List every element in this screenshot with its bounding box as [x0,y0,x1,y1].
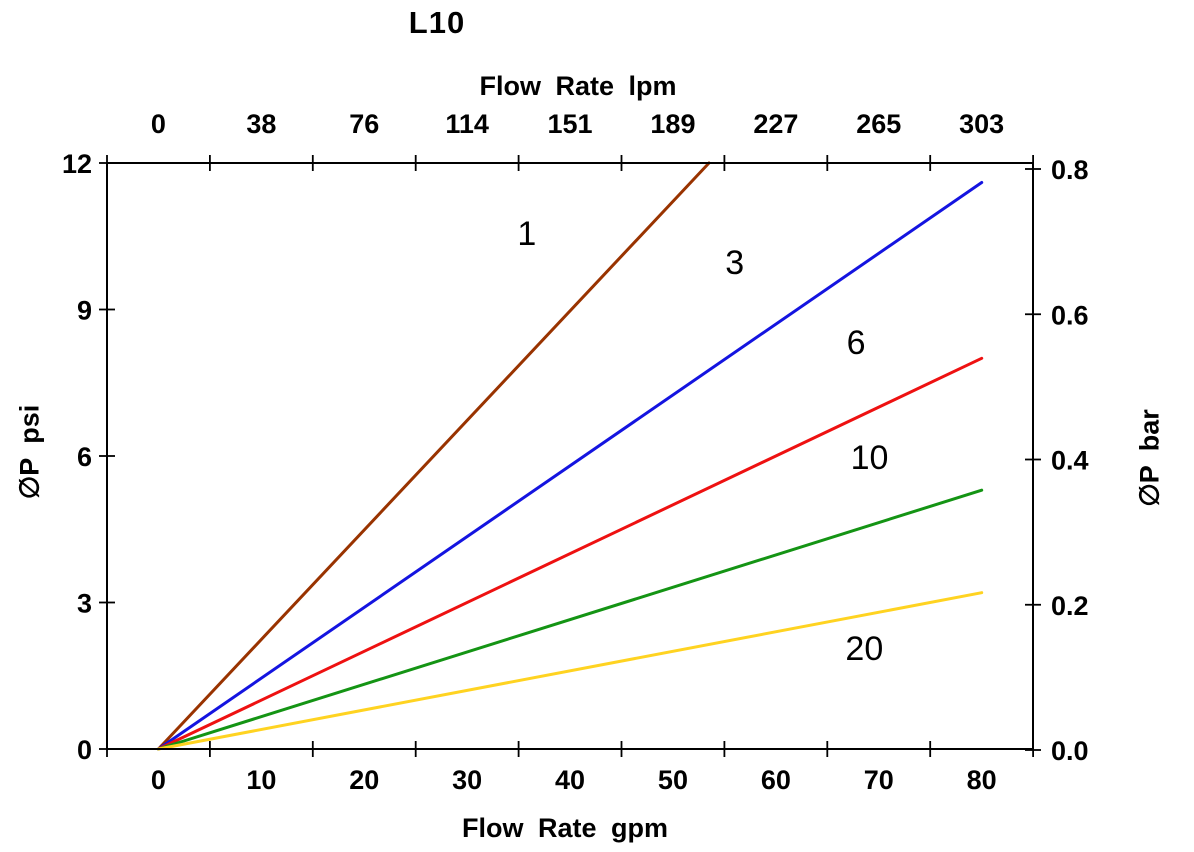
x-axis-bottom-title: Flow Rate gpm [461,813,669,843]
x-bottom-tick-label: 50 [658,765,688,795]
series-line-3 [156,181,984,751]
y-right-tick-label: 0.6 [1051,300,1089,330]
series-line-1 [156,161,711,751]
y-left-tick-label: 12 [62,149,92,179]
x-top-tick-label: 227 [753,109,798,139]
y-right-tick-label: 0.2 [1051,591,1089,621]
y-axis-left-title: ∅P psi [14,404,45,500]
series-line-6 [156,356,984,751]
x-bottom-tick-label: 60 [761,765,791,795]
x-bottom-tick-label: 70 [864,765,894,795]
x-top-tick-label: 189 [650,109,695,139]
x-bottom-tick-label: 10 [246,765,276,795]
x-top-tick-label: 303 [959,109,1004,139]
x-top-tick-label: 76 [349,109,379,139]
x-bottom-tick-label: 0 [151,765,166,795]
series-label-20: 20 [845,630,883,668]
series-label-10: 10 [851,439,889,477]
y-axis-right-title: ∅P bar [1134,409,1165,507]
series-label-3: 3 [725,244,744,282]
x-bottom-tick-label: 40 [555,765,585,795]
series-line-10 [156,488,984,751]
series-line-20 [156,591,984,751]
x-top-tick-label: 265 [856,109,901,139]
y-left-tick-label: 9 [77,296,92,326]
x-top-tick-label: 38 [246,109,276,139]
y-left-tick-label: 6 [77,442,92,472]
x-bottom-tick-label: 80 [967,765,997,795]
chart-title: L10 [408,5,466,40]
y-right-tick-label: 0.8 [1051,155,1089,185]
y-right-tick-label: 0.0 [1051,736,1089,766]
x-bottom-tick-label: 30 [452,765,482,795]
series-label-6: 6 [847,324,866,362]
plot-frame [106,162,1034,750]
y-left-tick-label: 3 [77,589,92,619]
x-top-tick-label: 151 [548,109,593,139]
y-right-tick-label: 0.4 [1051,446,1089,476]
y-left-tick-label: 0 [77,735,92,765]
x-top-tick-label: 0 [151,109,166,139]
series-label-1: 1 [517,215,536,253]
x-bottom-tick-label: 20 [349,765,379,795]
x-top-tick-label: 114 [445,109,489,139]
x-axis-top-title: Flow Rate lpm [479,71,677,101]
